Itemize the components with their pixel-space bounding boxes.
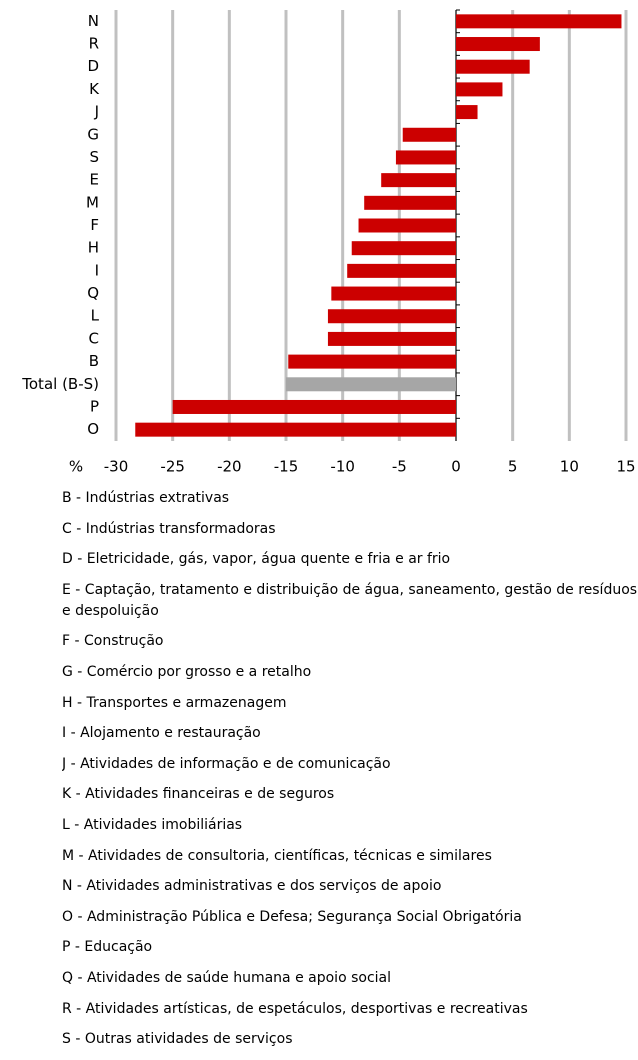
y-tick-label: I bbox=[95, 261, 99, 279]
y-tick-label: E bbox=[90, 171, 99, 189]
bar bbox=[456, 59, 530, 74]
chart: % -30 -25 -20 -15 -10 -5 0 5 10 15 NRDKJGSEMFHIQLC… bbox=[21, 9, 636, 476]
bar bbox=[381, 173, 456, 188]
bar bbox=[456, 14, 622, 29]
y-tick-label: N bbox=[88, 12, 99, 30]
y-tick-label: C bbox=[89, 329, 99, 347]
x-tick-label: -20 bbox=[217, 458, 242, 476]
y-tick-label: J bbox=[94, 103, 99, 121]
bar bbox=[331, 286, 456, 301]
bar bbox=[364, 195, 456, 210]
x-tick-label: 0 bbox=[451, 458, 461, 476]
bar bbox=[351, 241, 456, 256]
bar bbox=[288, 354, 456, 369]
x-tick-label: 10 bbox=[560, 458, 579, 476]
footnote: I - Alojamento e restauração bbox=[62, 725, 261, 742]
x-tick-label: -5 bbox=[392, 458, 407, 476]
footnote: K - Atividades financeiras e de seguros bbox=[62, 786, 335, 803]
footnote: F - Construção bbox=[62, 633, 164, 650]
y-tick-label: P bbox=[90, 397, 99, 415]
footnote: D - Eletricidade, gás, vapor, água quent… bbox=[62, 551, 451, 568]
bar bbox=[456, 105, 478, 120]
y-tick-label: Total (B-S) bbox=[21, 375, 99, 393]
footnotes: B - Indústrias extrativas C - Indústrias … bbox=[62, 488, 638, 1060]
bar bbox=[172, 399, 456, 414]
footnote: B - Indústrias extrativas bbox=[62, 490, 230, 506]
bar bbox=[456, 37, 540, 52]
footnote: O - Administração Pública e Defesa; Segu… bbox=[62, 908, 522, 925]
y-tick-label: O bbox=[87, 420, 99, 438]
bar bbox=[327, 309, 456, 324]
footnote: J - Atividades de informação e de comuni… bbox=[62, 755, 391, 772]
x-tick-label: -30 bbox=[104, 458, 129, 476]
bar bbox=[358, 218, 456, 233]
y-tick-label: M bbox=[86, 193, 99, 211]
bar bbox=[395, 150, 456, 165]
x-axis-label: % bbox=[69, 458, 83, 476]
footnote: R - Atividades artísticas, de espetáculo… bbox=[62, 1000, 528, 1017]
y-tick-label: R bbox=[89, 35, 99, 53]
x-tick-label: 5 bbox=[508, 458, 518, 476]
y-tick-label: H bbox=[88, 239, 99, 257]
y-tick-label: D bbox=[87, 57, 99, 75]
footnote: M - Atividades de consultoria, científic… bbox=[62, 847, 492, 864]
bar bbox=[347, 263, 456, 278]
bar bbox=[135, 422, 456, 437]
y-tick-label: L bbox=[91, 307, 100, 325]
y-tick-label: G bbox=[87, 125, 99, 143]
footnote: E - Captação, tratamento e distribuição … bbox=[62, 581, 638, 619]
footnote: S - Outras atividades de serviços bbox=[62, 1031, 293, 1048]
y-tick-label: S bbox=[89, 148, 99, 166]
x-tick-label: -25 bbox=[160, 458, 185, 476]
bar bbox=[286, 377, 456, 392]
y-tick-label: F bbox=[90, 216, 99, 234]
footnote: P - Educação bbox=[62, 939, 153, 956]
footnote: Q - Atividades de saúde humana e apoio s… bbox=[62, 969, 391, 986]
footnote: G - Comércio por grosso e a retalho bbox=[62, 663, 312, 680]
footnote: H - Transportes e armazenagem bbox=[62, 694, 287, 711]
y-tick-label: Q bbox=[87, 284, 99, 302]
x-tick-label: -10 bbox=[330, 458, 355, 476]
bar bbox=[456, 82, 503, 97]
x-tick-label: 15 bbox=[616, 458, 635, 476]
footnote: N - Atividades administrativas e dos ser… bbox=[62, 878, 442, 895]
footnote: C - Indústrias transformadoras bbox=[62, 520, 276, 537]
bar bbox=[402, 127, 456, 142]
footnote: L - Atividades imobiliárias bbox=[62, 816, 243, 833]
y-tick-label: K bbox=[89, 80, 100, 98]
bar bbox=[327, 331, 456, 346]
x-tick-label: -15 bbox=[274, 458, 299, 476]
y-tick-label: B bbox=[89, 352, 99, 370]
